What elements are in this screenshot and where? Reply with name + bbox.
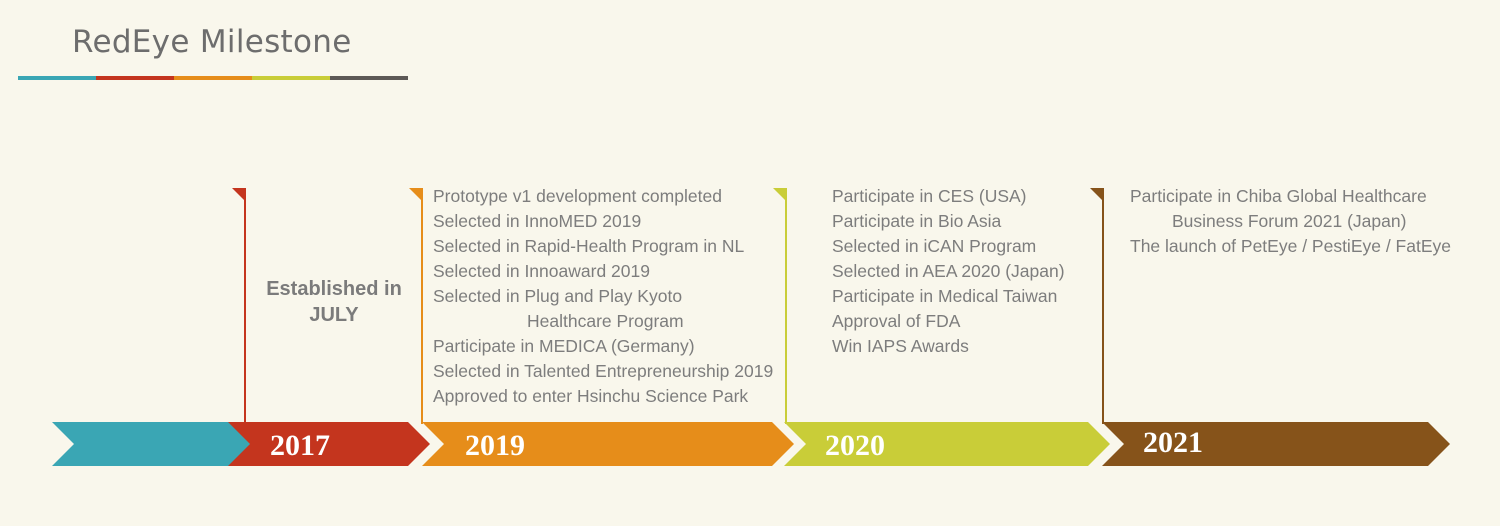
flag-pole-2017 bbox=[244, 188, 246, 424]
milestone-item: Participate in Chiba Global Healthcare bbox=[1130, 186, 1427, 206]
milestone-item: Approval of FDA bbox=[832, 311, 961, 331]
milestone-item: Healthcare Program bbox=[527, 311, 684, 331]
milestone-item: Selected in Talented Entrepreneurship 20… bbox=[433, 361, 774, 381]
flag-tip-2019 bbox=[409, 188, 421, 200]
milestone-item: Business Forum 2021 (Japan) bbox=[1172, 211, 1407, 231]
flag-pole-2020 bbox=[785, 188, 787, 424]
page-title: RedEye Milestone bbox=[72, 24, 352, 60]
milestone-item: Participate in MEDICA (Germany) bbox=[433, 336, 695, 356]
underline-segment bbox=[330, 76, 408, 80]
milestone-item: The launch of PetEye / PestiEye / FatEye bbox=[1130, 236, 1451, 256]
underline-segment bbox=[174, 76, 252, 80]
flag-tip-2017 bbox=[232, 188, 244, 200]
year-label-2020: 2020 bbox=[825, 429, 885, 462]
flag-pole-2019 bbox=[421, 188, 423, 424]
milestone-item: Participate in Medical Taiwan bbox=[832, 286, 1058, 306]
milestone-item: Selected in Rapid-Health Program in NL bbox=[433, 236, 745, 256]
timeline-arrow-2021 bbox=[1102, 422, 1450, 466]
underline-segment bbox=[252, 76, 330, 80]
milestone-2020-list: Participate in CES (USA) Participate in … bbox=[832, 184, 1065, 359]
year-label-2017: 2017 bbox=[270, 429, 330, 462]
milestone-item: Participate in CES (USA) bbox=[832, 186, 1027, 206]
year-label-2019: 2019 bbox=[465, 429, 525, 462]
milestone-2017-text: Established in JULY bbox=[244, 276, 424, 328]
milestone-item: Selected in InnoMED 2019 bbox=[433, 211, 642, 231]
milestone-item: Approved to enter Hsinchu Science Park bbox=[433, 386, 749, 406]
milestone-item: Selected in Plug and Play Kyoto bbox=[433, 286, 683, 306]
milestone-2019-list: Prototype v1 development completed Selec… bbox=[433, 184, 773, 409]
flag-pole-2021 bbox=[1102, 188, 1104, 424]
flag-tip-2021 bbox=[1090, 188, 1102, 200]
title-underline bbox=[18, 76, 408, 80]
timeline-arrow-2019 bbox=[422, 422, 794, 466]
underline-segment bbox=[18, 76, 96, 80]
milestone-item: Selected in AEA 2020 (Japan) bbox=[832, 261, 1065, 281]
milestone-2021-list: Participate in Chiba Global Healthcare B… bbox=[1130, 184, 1451, 259]
milestone-item: Win IAPS Awards bbox=[832, 336, 969, 356]
milestone-item: Participate in Bio Asia bbox=[832, 211, 1002, 231]
milestone-item: Selected in Innoaward 2019 bbox=[433, 261, 650, 281]
timeline-arrow-2017 bbox=[228, 422, 430, 466]
milestone-item: Selected in iCAN Program bbox=[832, 236, 1037, 256]
milestone-item: Prototype v1 development completed bbox=[433, 186, 722, 206]
year-label-2021: 2021 bbox=[1143, 426, 1203, 459]
milestone-2017-line: Established in bbox=[266, 278, 402, 300]
milestone-2017-line: JULY bbox=[309, 304, 359, 326]
flag-tip-2020 bbox=[773, 188, 785, 200]
timeline-arrow-2020 bbox=[784, 422, 1110, 466]
timeline-arrow-start bbox=[52, 422, 252, 466]
underline-segment bbox=[96, 76, 174, 80]
